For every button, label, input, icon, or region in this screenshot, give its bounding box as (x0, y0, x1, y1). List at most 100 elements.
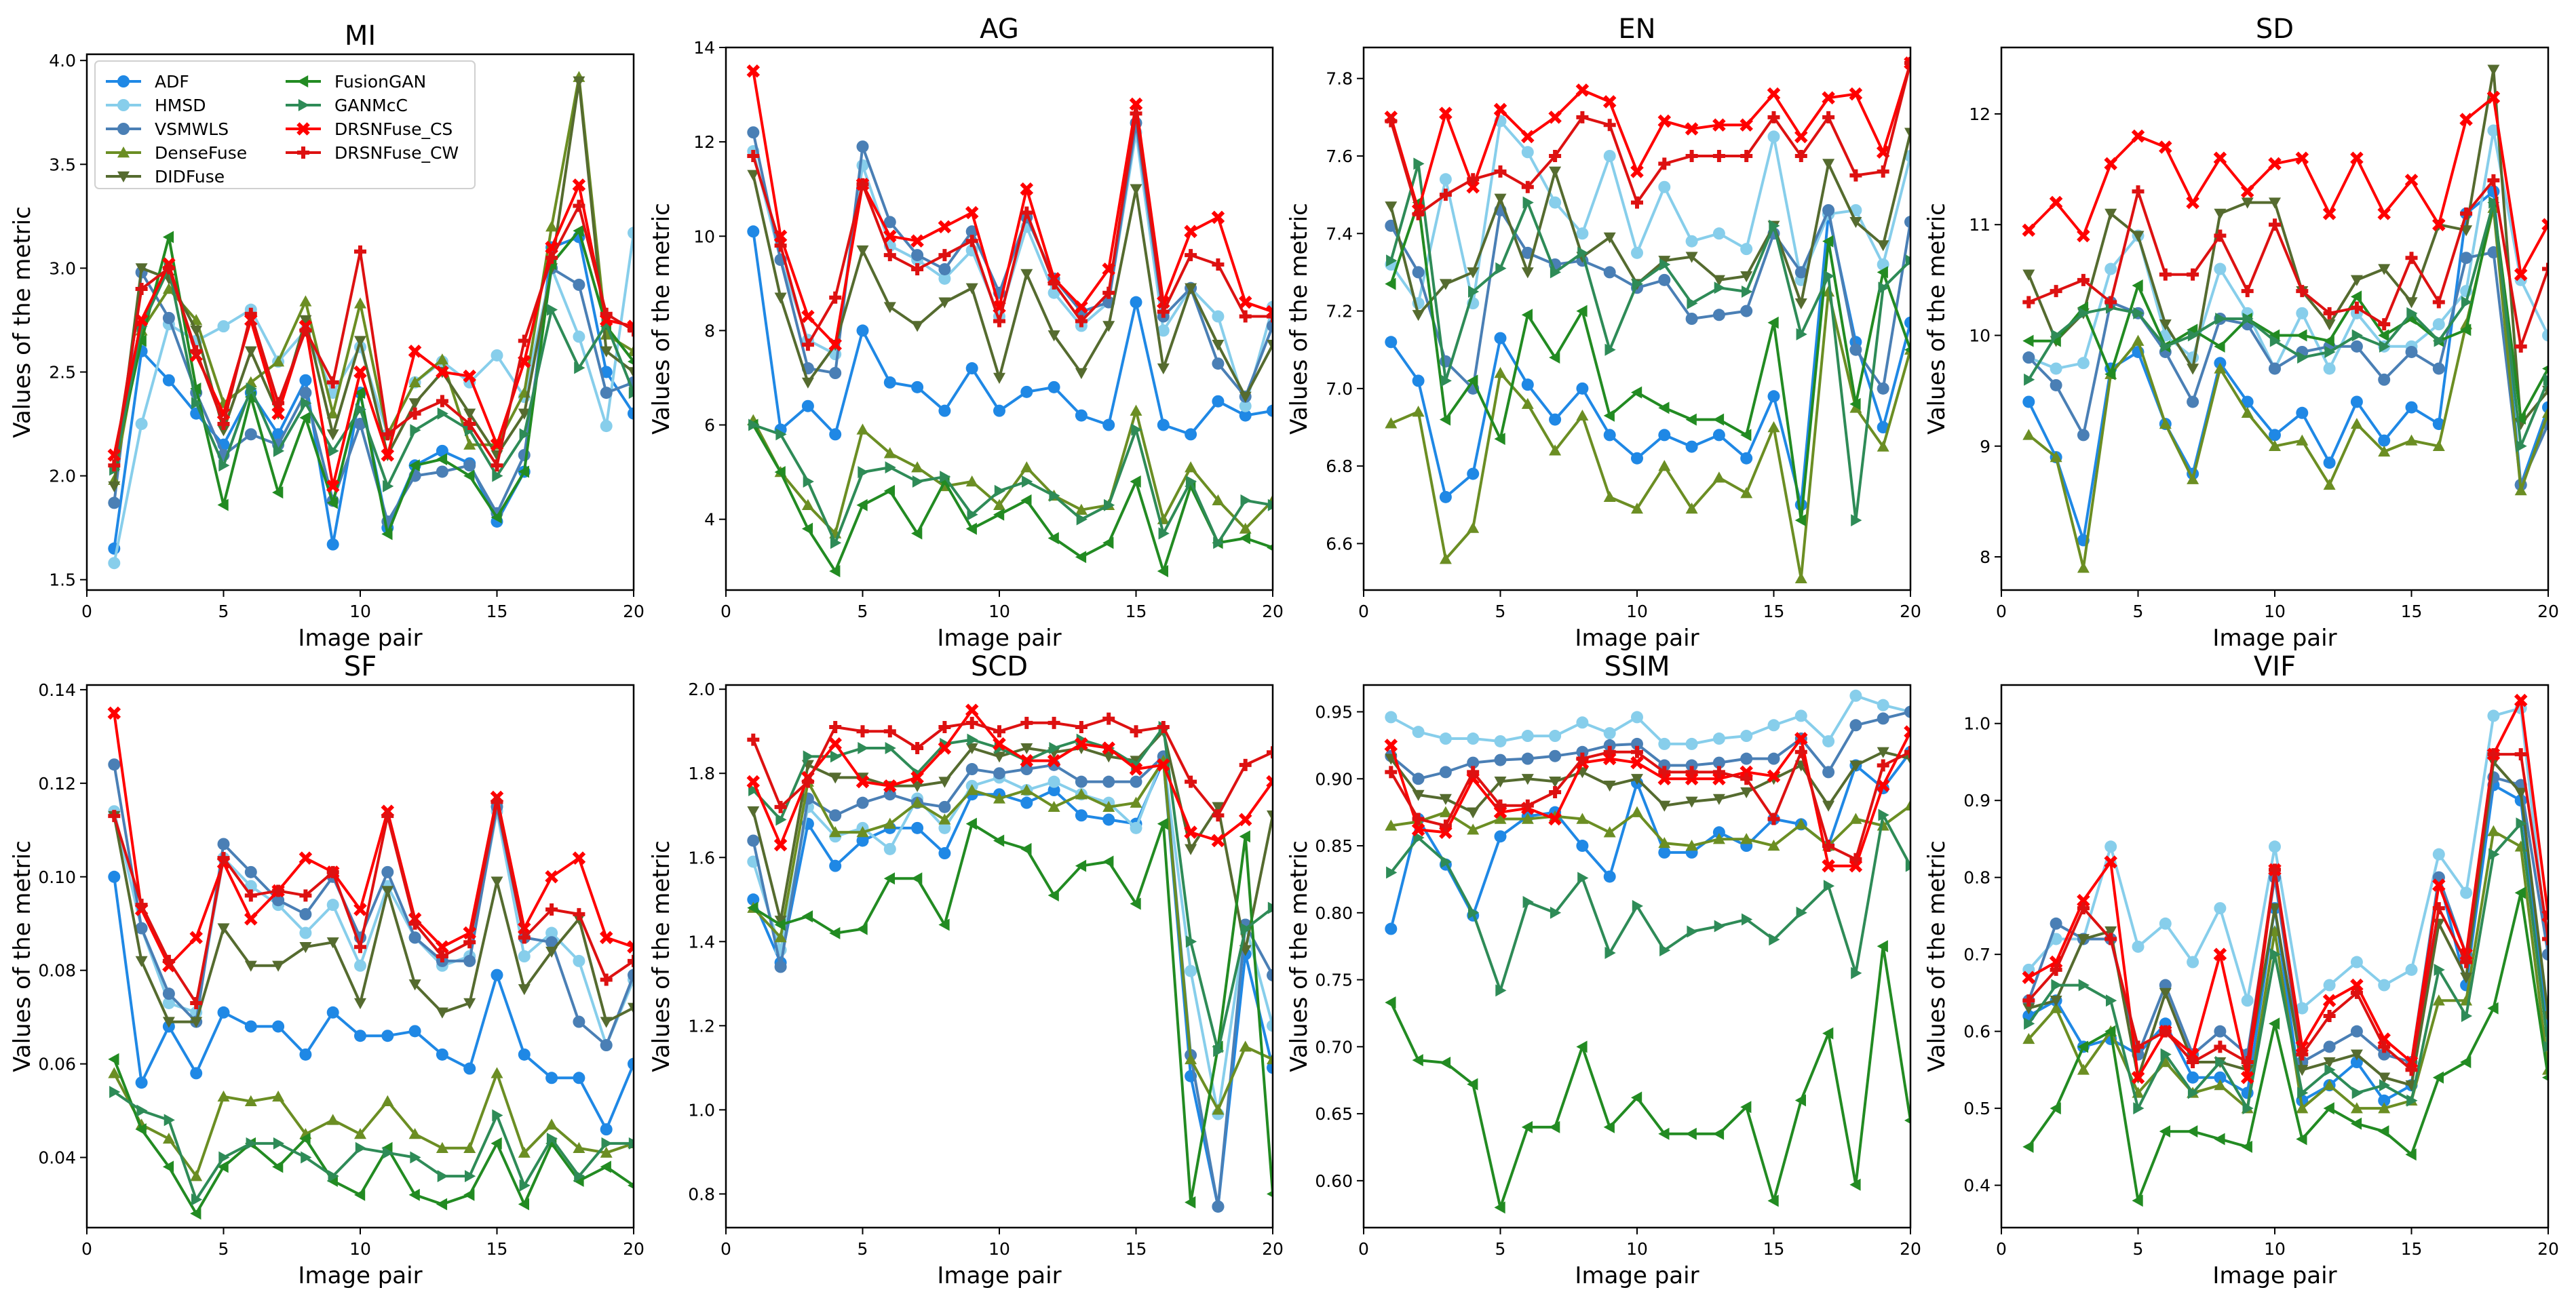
data-point-didfuse (1521, 774, 1534, 785)
data-point-didfuse (1740, 787, 1753, 799)
data-point-hmsd (1521, 146, 1534, 159)
data-point-ganmcc (2160, 340, 2172, 353)
chart-en-xlabel: Image pair (1575, 625, 1699, 652)
data-point-fusiongan (2542, 365, 2548, 372)
data-point-ganmcc (1185, 935, 1197, 948)
data-point-ganmcc (2133, 307, 2145, 319)
data-point-drsnfuse_cs (856, 775, 870, 789)
series-line-drsnfuse_cw (2028, 178, 2548, 348)
data-point-drsnfuse_cw (600, 973, 613, 986)
data-point-adf (326, 538, 339, 551)
data-point-adf (1467, 467, 1480, 480)
legend-label: DIDFuse (155, 167, 225, 187)
data-point-ganmcc (1495, 984, 1507, 997)
data-point-adf (381, 1030, 394, 1042)
data-point-vsmwls (1685, 313, 1698, 325)
data-point-hmsd (2296, 1002, 2309, 1015)
data-point-fusiongan (1075, 551, 1087, 564)
data-point-drsnfuse_cs (271, 406, 285, 421)
data-point-densefuse (1631, 503, 1643, 514)
series-densefuse (747, 754, 1273, 1115)
data-point-densefuse (1794, 572, 1807, 584)
data-point-drsnfuse_cw (1904, 56, 1910, 69)
data-point-densefuse (1740, 487, 1753, 499)
data-point-adf (1576, 840, 1589, 853)
data-point-drsnfuse_cs (2240, 1070, 2254, 1084)
y-tick-label: 3.5 (49, 155, 76, 174)
data-point-vsmwls (2022, 351, 2035, 364)
data-point-didfuse (2405, 297, 2418, 309)
data-point-adf (1603, 429, 1616, 442)
data-point-vsmwls (829, 367, 842, 379)
data-point-ganmcc (2160, 1048, 2172, 1061)
data-point-hmsd (1439, 732, 1452, 745)
data-point-ganmcc (1240, 494, 1252, 507)
data-point-drsnfuse_cw (354, 245, 366, 258)
data-point-adf (463, 1062, 476, 1075)
data-point-drsnfuse_cw (2159, 1025, 2172, 1038)
data-point-drsnfuse_cw (1185, 775, 1197, 788)
legend-label: FusionGAN (334, 72, 426, 92)
data-point-hmsd (2050, 362, 2062, 375)
data-point-drsnfuse_cw (856, 178, 869, 191)
data-point-fusiongan (2542, 1074, 2548, 1081)
data-point-didfuse (1794, 298, 1807, 310)
data-point-vsmwls (1767, 752, 1780, 765)
data-point-vsmwls (545, 936, 558, 949)
y-tick-label: 7.2 (1326, 302, 1353, 321)
data-point-densefuse (326, 1114, 339, 1125)
y-tick-label: 3.0 (49, 258, 76, 278)
series-line-ganmcc (113, 1091, 634, 1201)
data-point-vsmwls (1822, 204, 1835, 216)
data-point-fusiongan (774, 918, 786, 931)
data-point-fusiongan (1130, 897, 1141, 910)
data-point-densefuse (190, 1170, 203, 1181)
data-point-drsnfuse_cw (381, 428, 394, 441)
data-point-ganmcc (1158, 527, 1170, 540)
data-point-ganmcc (2215, 1056, 2227, 1069)
data-point-drsnfuse_cs (1904, 725, 1910, 739)
data-point-hmsd (2378, 979, 2391, 992)
x-tick-label: 5 (2133, 1239, 2144, 1259)
data-point-hmsd (2460, 886, 2473, 899)
data-point-adf (2269, 429, 2281, 442)
data-point-densefuse (1658, 460, 1671, 471)
data-point-fusiongan (1822, 1027, 1834, 1040)
series-fusiongan (747, 418, 1273, 578)
data-point-ganmcc (1659, 258, 1671, 271)
data-point-fusiongan (2323, 334, 2334, 347)
data-point-vsmwls (1712, 756, 1725, 769)
data-point-hmsd (1212, 310, 1225, 323)
data-point-vsmwls (381, 865, 394, 878)
data-point-fusiongan (965, 817, 977, 830)
data-point-hmsd (1712, 732, 1725, 745)
data-point-drsnfuse_cw (965, 716, 978, 729)
data-point-fusiongan (1849, 397, 1861, 410)
data-point-densefuse (1685, 503, 1698, 514)
data-point-densefuse (2187, 473, 2199, 484)
x-tick-label: 5 (218, 1239, 229, 1259)
data-point-hmsd (2432, 848, 2445, 861)
series-drsnfuse_cw (747, 107, 1273, 351)
data-point-didfuse (856, 245, 869, 257)
data-point-densefuse (2214, 362, 2227, 374)
data-point-didfuse (1877, 747, 1889, 758)
data-point-drsnfuse_cw (1794, 150, 1807, 162)
data-point-adf (1658, 429, 1671, 442)
data-point-drsnfuse_cs (2322, 994, 2337, 1008)
data-point-densefuse (600, 328, 613, 340)
data-point-drsnfuse_cw (2269, 863, 2281, 876)
data-point-hmsd (1849, 689, 1862, 702)
y-tick-label: 0.95 (1315, 703, 1353, 722)
data-point-adf (1712, 826, 1725, 839)
data-point-adf (1549, 413, 1562, 426)
data-point-drsnfuse_cw (1685, 150, 1698, 162)
data-point-ganmcc (1577, 246, 1589, 259)
data-point-fusiongan (1603, 409, 1615, 422)
data-point-drsnfuse_cw (801, 775, 814, 788)
data-point-drsnfuse_cw (829, 721, 842, 734)
series-drsnfuse_cw (108, 199, 634, 472)
data-point-ganmcc (2133, 1102, 2145, 1115)
data-point-vsmwls (1212, 357, 1225, 370)
data-point-adf (491, 969, 503, 981)
